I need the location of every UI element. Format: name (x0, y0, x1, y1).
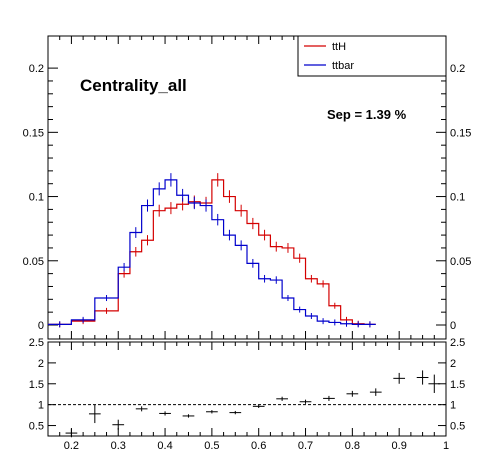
top-ytick-label-right: 0.05 (450, 256, 471, 268)
ratio-ytick-label-left: 2.5 (29, 337, 44, 349)
ratio-xtick-label: 0.8 (345, 440, 360, 452)
top-ytick-label-left: 0 (38, 320, 44, 332)
ratio-xtick-label: 0.9 (392, 440, 407, 452)
ratio-pad-frame (47, 341, 447, 437)
ratio-ytick-label-right: 2.5 (450, 337, 465, 349)
ratio-xtick-label: 0.3 (111, 440, 126, 452)
ratio-xtick-label: 1 (443, 440, 449, 452)
ratio-ytick-label-right: 1 (450, 400, 456, 412)
separation-annotation: Sep = 1.39 % (327, 107, 407, 122)
histogram-ttbar (48, 179, 376, 325)
top-ytick-label-left: 0.15 (23, 127, 44, 139)
ratio-ytick-label-left: 1.5 (29, 379, 44, 391)
chart-title: Centrality_all (80, 76, 187, 95)
top-ytick-label-right: 0 (450, 320, 456, 332)
ratio-xtick-label: 0.5 (204, 440, 219, 452)
top-ytick-label-left: 0.05 (23, 256, 44, 268)
histogram-ttH (48, 179, 376, 325)
top-ytick-label-left: 0.2 (29, 63, 44, 75)
legend-entry-ttbar: ttbar (332, 60, 354, 72)
ratio-ytick-label-right: 2 (450, 358, 456, 370)
top-ytick-label-right: 0.1 (450, 192, 465, 204)
ratio-xtick-label: 0.7 (298, 440, 313, 452)
ratio-ytick-label-right: 0.5 (450, 421, 465, 433)
top-ytick-label-right: 0.2 (450, 63, 465, 75)
legend-box (297, 35, 447, 77)
ratio-ytick-label-left: 0.5 (29, 421, 44, 433)
ratio-xtick-label: 0.2 (64, 440, 79, 452)
top-ytick-label-left: 0.1 (29, 192, 44, 204)
ratio-ytick-label-right: 1.5 (450, 379, 465, 391)
ratio-ytick-label-left: 1 (38, 400, 44, 412)
ratio-ytick-label-left: 2 (38, 358, 44, 370)
top-ytick-label-right: 0.15 (450, 127, 471, 139)
legend-entry-ttH: ttH (332, 41, 346, 53)
ratio-xtick-label: 0.6 (251, 440, 266, 452)
ratio-xtick-label: 0.4 (157, 440, 172, 452)
